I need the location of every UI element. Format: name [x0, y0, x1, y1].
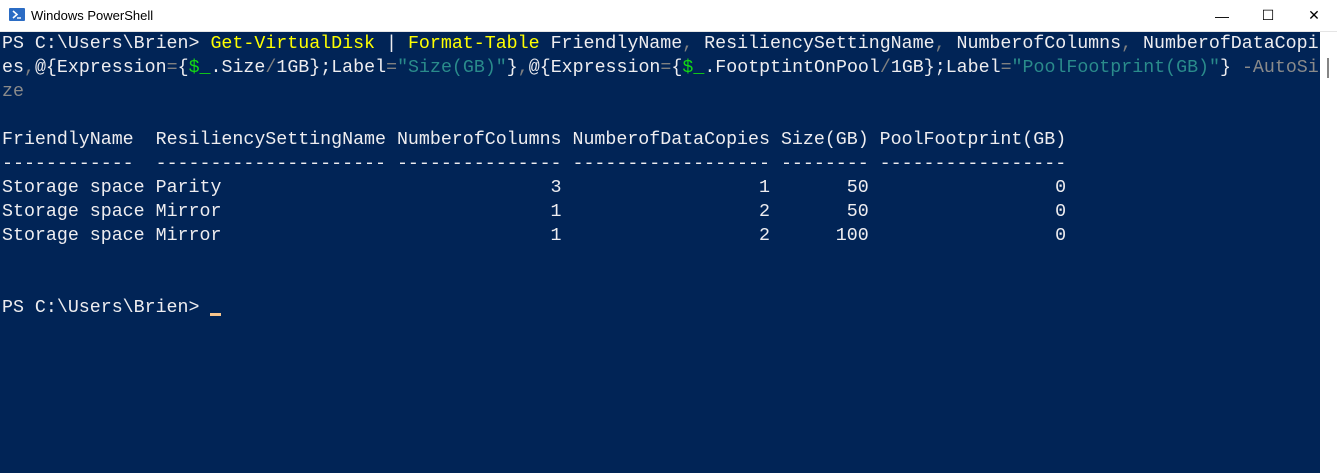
command-line: es,@{Expression={$_.Size/1GB};Label="Siz… — [2, 56, 1319, 80]
command-token: = — [1000, 58, 1012, 78]
command-token: es — [2, 58, 24, 78]
table-divider-cell: ------------------ — [572, 154, 770, 174]
prompt: PS C:\Users\Brien> — [2, 298, 211, 318]
command-line: PS C:\Users\Brien> Get-VirtualDisk | For… — [2, 32, 1319, 56]
command-token: , — [934, 34, 946, 54]
command-token: NumberofColumns — [945, 34, 1122, 54]
blank-line — [2, 104, 1319, 128]
command-token: $_ — [682, 58, 705, 78]
table-row-cell: 0 — [1055, 178, 1067, 198]
command-token: -AutoSi — [1230, 58, 1319, 78]
command-line: ze — [2, 80, 1319, 104]
command-token: .Size — [210, 58, 266, 78]
minimize-button[interactable]: — — [1215, 7, 1229, 24]
command-token: ResiliencySettingName — [693, 34, 935, 54]
title-bar: Windows PowerShell — ☐ ✕ — [0, 0, 1337, 32]
command-token: = — [166, 58, 178, 78]
command-token: = — [660, 58, 672, 78]
command-token: NumberofDataCopi — [1132, 34, 1319, 54]
table-header-cell: NumberofColumns — [396, 130, 562, 150]
table-divider: ------------ --------------------- -----… — [2, 152, 1319, 176]
command-token: @{Expression — [528, 58, 661, 78]
vertical-scrollbar[interactable] — [1320, 32, 1337, 473]
command-token: { — [177, 58, 189, 78]
blank-line — [2, 272, 1319, 296]
terminal-text: PS C:\Users\Brien> Get-VirtualDisk | For… — [2, 32, 1319, 320]
table-header-cell: FriendlyName — [2, 130, 134, 150]
command-token: 1GB};Label — [890, 58, 1001, 78]
window-title: Windows PowerShell — [31, 8, 154, 23]
table-divider-cell: -------- — [780, 154, 869, 174]
command-token: FriendlyName — [539, 34, 683, 54]
command-token: PS C:\Users\Brien> — [2, 34, 211, 54]
table-divider-cell: ------------ — [2, 154, 134, 174]
table-header-cell: ResiliencySettingName — [155, 130, 386, 150]
command-token: , — [1121, 34, 1133, 54]
command-token: / — [879, 58, 891, 78]
command-token: "Size(GB)" — [397, 58, 507, 78]
table-row-cell: Storage space — [2, 202, 145, 222]
table-row-cell: 100 — [835, 226, 869, 246]
table-row-cell: 0 — [1055, 226, 1067, 246]
powershell-icon — [9, 8, 25, 21]
command-token: ze — [2, 82, 24, 102]
table-row-cell: 50 — [846, 202, 869, 222]
command-token: } — [1220, 58, 1231, 78]
command-token: | — [375, 34, 408, 54]
table-row-cell: 2 — [758, 226, 770, 246]
table-row: Storage space Mirror 1 2 100 0 — [2, 224, 1319, 248]
table-header-cell: NumberofDataCopies — [572, 130, 770, 150]
command-token: 1GB};Label — [276, 58, 387, 78]
table-header: FriendlyName ResiliencySettingName Numbe… — [2, 128, 1319, 152]
command-token: Format-Table — [407, 34, 540, 54]
table-row-cell: Mirror — [155, 226, 222, 246]
command-token: } — [506, 58, 518, 78]
command-token: .FootptintOnPool — [704, 58, 880, 78]
console-output[interactable]: PS C:\Users\Brien> Get-VirtualDisk | For… — [0, 32, 1320, 473]
table-row-cell: 1 — [550, 226, 562, 246]
table-divider-cell: --------------- — [396, 154, 562, 174]
table-row-cell: 1 — [550, 202, 562, 222]
table-header-cell: PoolFootprint(GB) — [879, 130, 1067, 150]
command-token: "PoolFootprint(GB)" — [1011, 58, 1220, 78]
table-row-cell: Storage space — [2, 226, 145, 246]
command-token: { — [671, 58, 683, 78]
cursor — [210, 313, 222, 316]
command-token: , — [682, 34, 694, 54]
prompt-line: PS C:\Users\Brien> — [2, 296, 1319, 320]
command-token: / — [265, 58, 277, 78]
table-divider-cell: --------------------- — [155, 154, 386, 174]
table-row: Storage space Mirror 1 2 50 0 — [2, 200, 1319, 224]
table-row-cell: Storage space — [2, 178, 145, 198]
blank-line — [2, 248, 1319, 272]
table-row-cell: Mirror — [155, 202, 222, 222]
table-row-cell: 1 — [758, 178, 770, 198]
table-row-cell: Parity — [155, 178, 222, 198]
command-token: $_ — [188, 58, 211, 78]
table-row: Storage space Parity 3 1 50 0 — [2, 176, 1319, 200]
table-divider-cell: ----------------- — [879, 154, 1067, 174]
maximize-button[interactable]: ☐ — [1261, 7, 1275, 23]
command-token: @{Expression — [34, 58, 167, 78]
command-token: Get-VirtualDisk — [210, 34, 376, 54]
table-row-cell: 0 — [1055, 202, 1067, 222]
close-button[interactable]: ✕ — [1308, 7, 1320, 23]
table-row-cell: 50 — [846, 178, 869, 198]
table-row-cell: 2 — [758, 202, 770, 222]
table-row-cell: 3 — [550, 178, 562, 198]
table-header-cell: Size(GB) — [780, 130, 869, 150]
scrollbar-thumb[interactable] — [1327, 58, 1329, 78]
command-token: , — [517, 58, 529, 78]
command-token: , — [23, 58, 35, 78]
command-token: = — [386, 58, 398, 78]
